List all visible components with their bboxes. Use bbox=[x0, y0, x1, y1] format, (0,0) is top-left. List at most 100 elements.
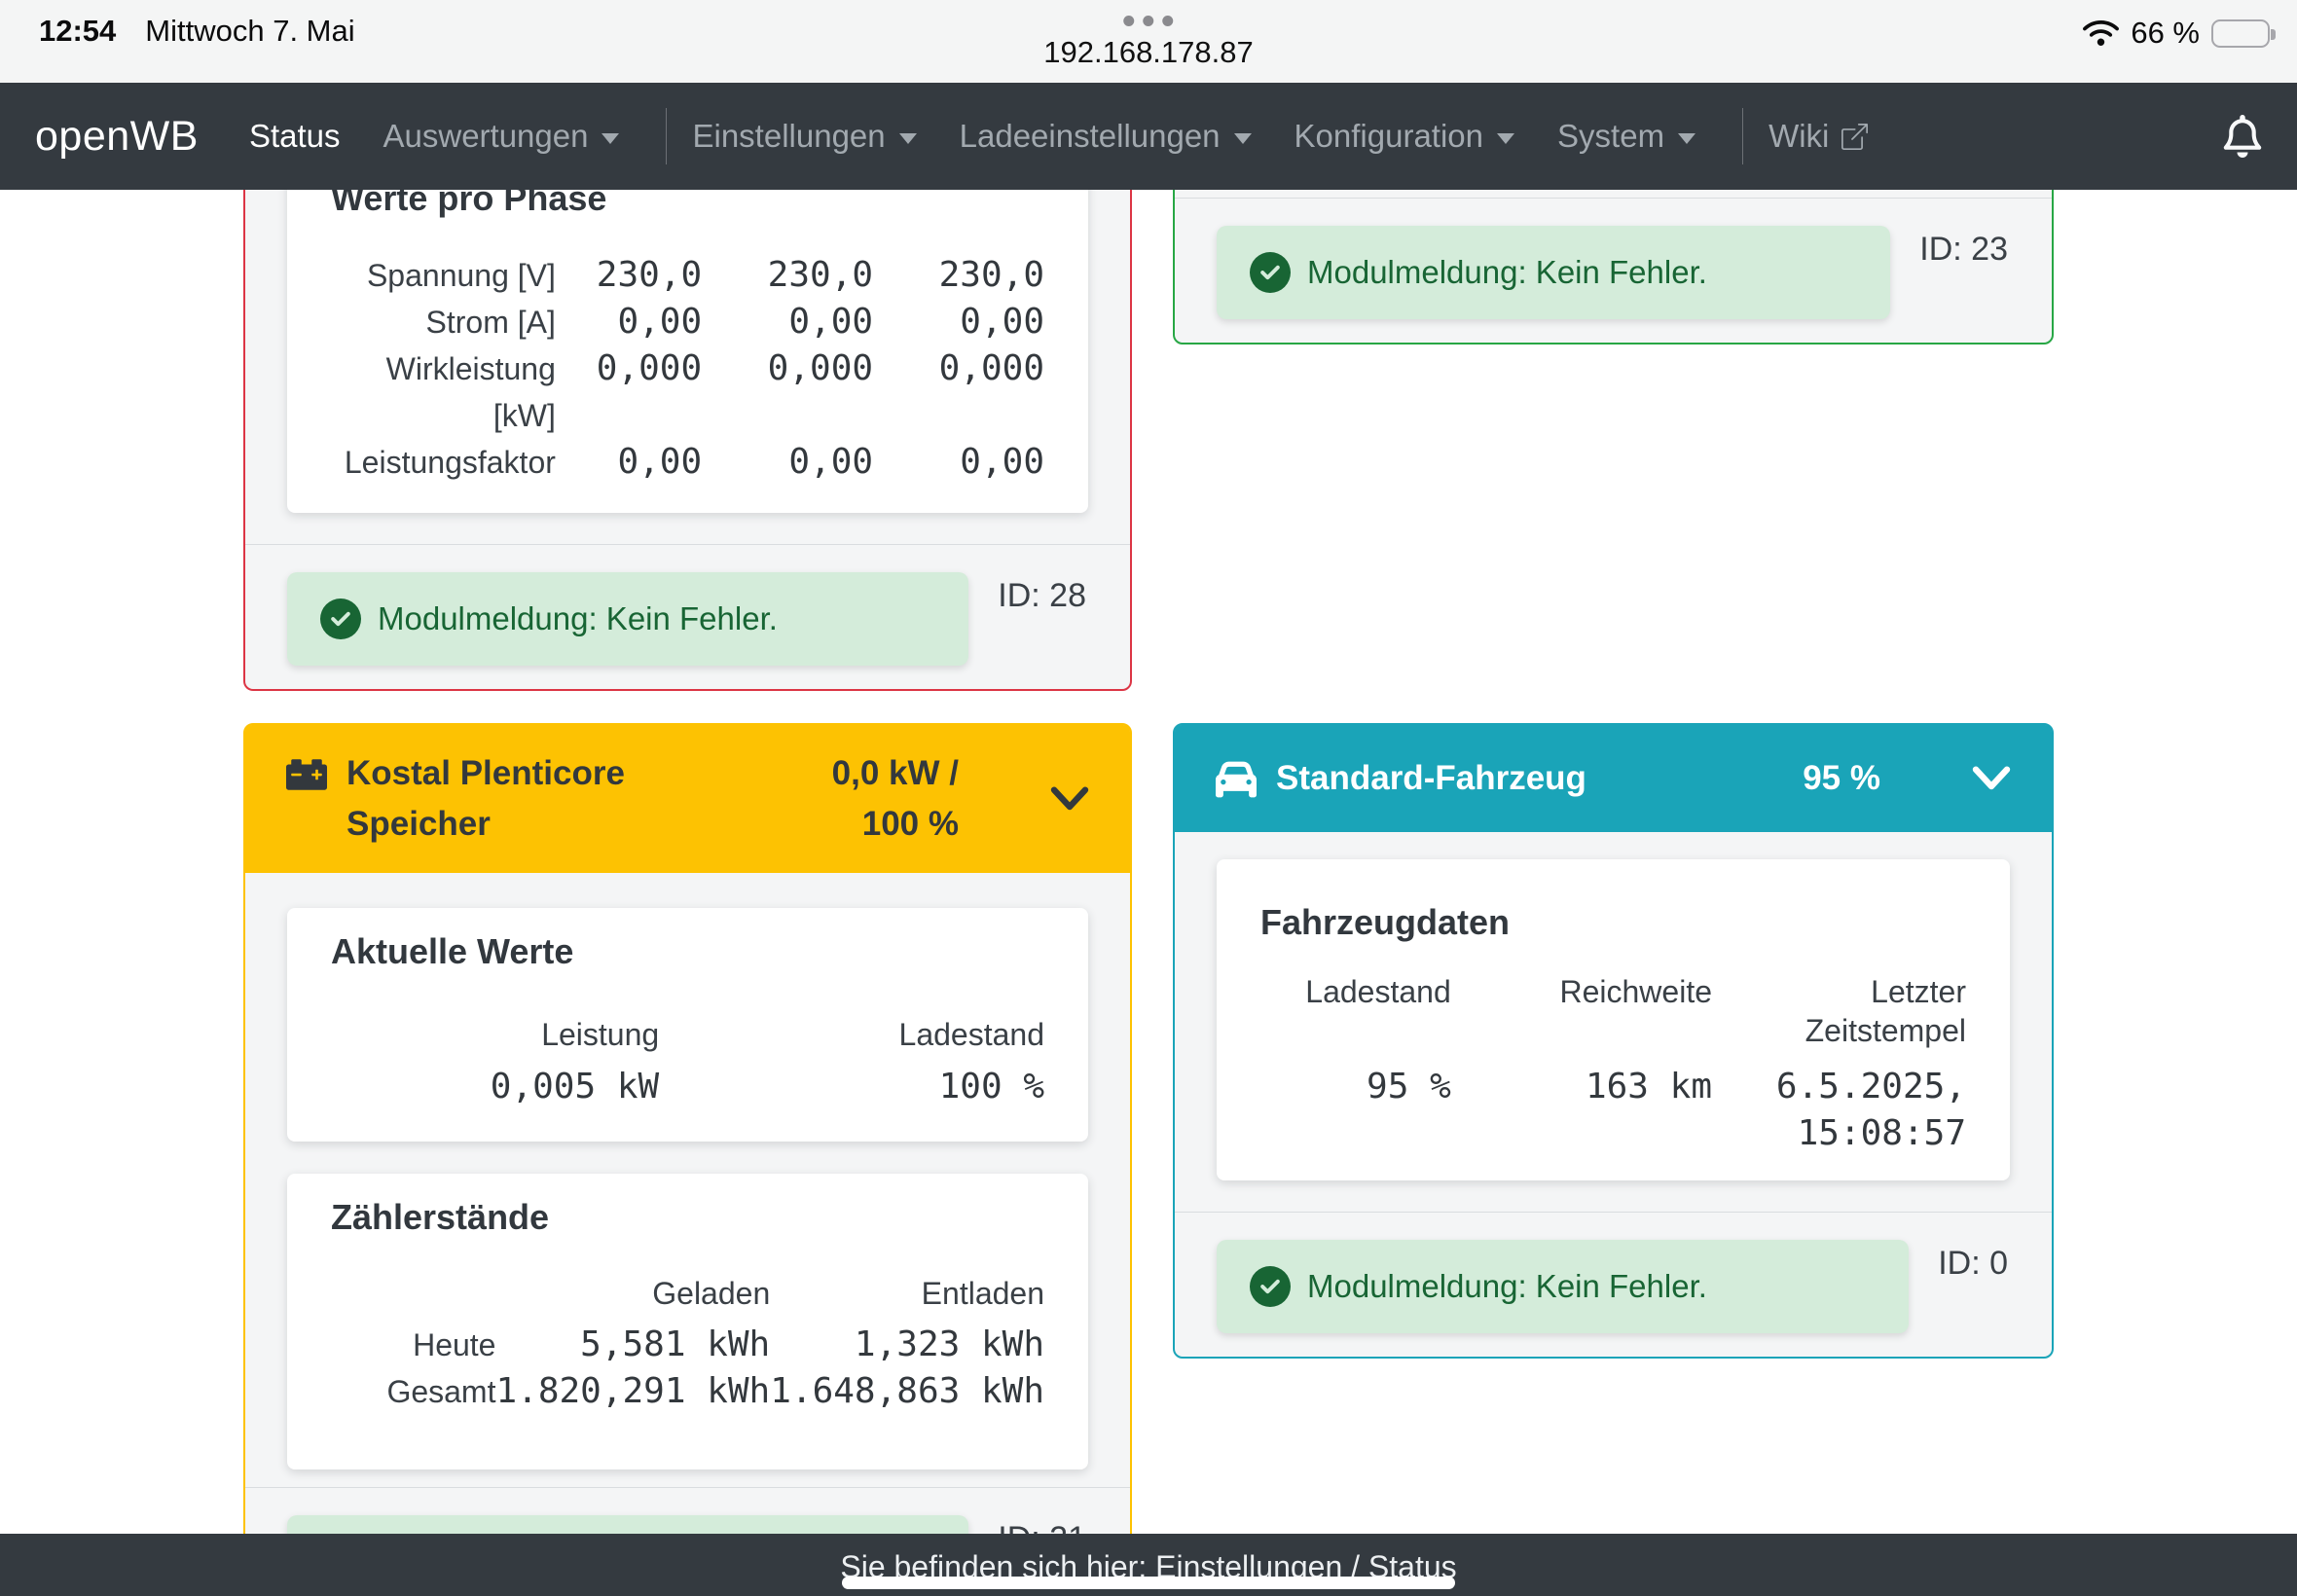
module-id: ID: 21 bbox=[998, 1517, 1086, 1534]
battery-percent: 66 % bbox=[2131, 16, 2200, 50]
page-content: Werte pro Phase Spannung [V] 230,0 230,0… bbox=[0, 190, 2297, 1534]
phase2-value: 0,00 bbox=[788, 302, 874, 342]
caret-down-icon bbox=[602, 132, 620, 144]
charged-value: 5,581 kWh bbox=[580, 1324, 771, 1364]
module-message-text: Modulmeldung: Kein Fehler. bbox=[378, 600, 778, 636]
table-row: Geladen Entladen bbox=[331, 1273, 1044, 1322]
phase3-value: 0,00 bbox=[960, 302, 1044, 342]
caret-down-icon bbox=[1497, 132, 1515, 144]
nav-item-system[interactable]: System bbox=[1557, 118, 1696, 155]
vehicle-card-title: Standard-Fahrzeug bbox=[1276, 759, 1586, 797]
nav-item-wiki[interactable]: Wiki bbox=[1768, 118, 1869, 155]
date: Mittwoch 7. Mai bbox=[145, 14, 355, 48]
brand-logo[interactable]: openWB bbox=[35, 112, 199, 160]
nav-divider bbox=[666, 108, 668, 164]
car-icon bbox=[1214, 759, 1258, 800]
soc-value: 95 % bbox=[1367, 1067, 1451, 1106]
phase3-value: 230,0 bbox=[938, 255, 1044, 295]
vehicle-soc-value: 95 % bbox=[1803, 759, 1880, 797]
nav-item-auswertungen[interactable]: Auswertungen bbox=[383, 118, 620, 155]
discharged-value: 1,323 kWh bbox=[854, 1324, 1044, 1364]
check-circle-icon bbox=[1250, 1266, 1307, 1307]
storage-card-footer: Modulmeldung: Kein Fehler. ID: 21 bbox=[245, 1487, 1130, 1534]
nav-divider bbox=[1742, 108, 1744, 164]
vehicle-data-subcard: Fahrzeugdaten Ladestand Reichweite Letzt… bbox=[1217, 859, 2010, 1180]
column-label: Geladen bbox=[652, 1276, 771, 1311]
url-field[interactable]: 192.168.178.87 bbox=[1043, 35, 1254, 69]
row-label: Wirkleistung [kW] bbox=[385, 351, 556, 433]
table-row: 95 % 163 km 6.5.2025, 15:08:57 bbox=[1260, 1050, 1966, 1157]
table-row: Wirkleistung [kW] 0,000 0,000 0,000 bbox=[331, 345, 1044, 439]
storage-card-title-group: Kostal Plenticore Speicher bbox=[284, 748, 788, 850]
table-row: Leistung Ladestand bbox=[331, 1011, 1044, 1058]
storage-card-body: Aktuelle Werte Leistung Ladestand 0,005 … bbox=[245, 873, 1130, 1487]
table-row: Ladestand Reichweite Letzter Zeitstempel bbox=[1260, 972, 1966, 1050]
browser-address-area[interactable]: 192.168.178.87 bbox=[1043, 10, 1254, 70]
main-navbar: openWB Status Auswertungen Einstellungen… bbox=[0, 83, 2297, 190]
notifications-button[interactable] bbox=[2223, 115, 2262, 158]
storage-card: Kostal Plenticore Speicher 0,0 kW / 100 … bbox=[243, 723, 1132, 1534]
storage-card-header[interactable]: Kostal Plenticore Speicher 0,0 kW / 100 … bbox=[245, 725, 1130, 873]
external-link-icon bbox=[1841, 123, 1869, 150]
storage-card-title: Kostal Plenticore Speicher bbox=[346, 754, 625, 843]
vehicle-card-header[interactable]: Standard-Fahrzeug 95 % bbox=[1175, 725, 2052, 832]
range-value: 163 km bbox=[1585, 1067, 1712, 1106]
row-label: Strom [A] bbox=[425, 305, 556, 340]
check-circle-icon bbox=[1250, 252, 1307, 293]
column-label: Reichweite bbox=[1559, 974, 1712, 1009]
row-label: Spannung [V] bbox=[366, 258, 556, 293]
counter-card-body bbox=[1175, 190, 2052, 198]
chevron-down-icon[interactable] bbox=[1048, 783, 1091, 815]
timestamp-value: 6.5.2025, 15:08:57 bbox=[1775, 1067, 1966, 1153]
phase1-value: 230,0 bbox=[596, 255, 703, 295]
phase1-value: 0,000 bbox=[596, 348, 703, 388]
chevron-down-icon[interactable] bbox=[1970, 763, 2013, 794]
row-label: Heute bbox=[413, 1327, 496, 1362]
caret-down-icon bbox=[1233, 132, 1252, 144]
ellipsis-icon[interactable] bbox=[1123, 14, 1174, 27]
meter-readings-subcard: Zählerstände Geladen Entladen Heute 5,58… bbox=[287, 1174, 1088, 1469]
section-title: Werte pro Phase bbox=[331, 190, 607, 218]
status-bar-left: 12:54 Mittwoch 7. Mai bbox=[39, 14, 355, 49]
row-label: Gesamt bbox=[386, 1374, 496, 1409]
vehicle-card-body: Fahrzeugdaten Ladestand Reichweite Letzt… bbox=[1175, 832, 2052, 1212]
clock: 12:54 bbox=[39, 14, 117, 48]
vehicle-card-footer: Modulmeldung: Kein Fehler. ID: 0 bbox=[1175, 1212, 2052, 1357]
soc-value: 100 % bbox=[938, 1067, 1044, 1106]
module-message-alert: Modulmeldung: Kein Fehler. bbox=[287, 1515, 969, 1534]
vehicle-card-title-group: Standard-Fahrzeug bbox=[1214, 753, 1710, 804]
module-id: ID: 23 bbox=[1919, 231, 2008, 268]
column-label: Ladestand bbox=[898, 1017, 1044, 1052]
phase1-value: 0,00 bbox=[617, 442, 703, 482]
phase-card-footer: Modulmeldung: Kein Fehler. ID: 28 bbox=[245, 544, 1130, 689]
column-label: Letzter Zeitstempel bbox=[1805, 974, 1966, 1048]
table-row: 0,005 kW 100 % bbox=[331, 1058, 1044, 1110]
column-label: Entladen bbox=[921, 1276, 1044, 1311]
row-label: Leistungsfaktor bbox=[344, 445, 556, 480]
power-value: 0,005 kW bbox=[490, 1067, 660, 1106]
nav-item-status[interactable]: Status bbox=[248, 118, 341, 154]
table-row: Heute 5,581 kWh 1,323 kWh bbox=[331, 1322, 1044, 1368]
nav-item-konfiguration[interactable]: Konfiguration bbox=[1294, 118, 1515, 155]
table-row: Gesamt 1.820,291 kWh 1.648,863 kWh bbox=[331, 1368, 1044, 1415]
home-indicator[interactable] bbox=[842, 1577, 1455, 1589]
storage-status-value: 0,0 kW / 100 % bbox=[831, 754, 959, 843]
right-column: Modulmeldung: Kein Fehler. ID: 23 Standa… bbox=[1173, 190, 2054, 1534]
module-message-text: Modulmeldung: Kein Fehler. bbox=[1307, 254, 1707, 290]
section-title: Fahrzeugdaten bbox=[1260, 902, 1511, 942]
left-column: Werte pro Phase Spannung [V] 230,0 230,0… bbox=[243, 190, 1132, 1534]
phase-values-card: Werte pro Phase Spannung [V] 230,0 230,0… bbox=[243, 190, 1132, 691]
column-label: Ladestand bbox=[1305, 974, 1451, 1009]
phase2-value: 0,00 bbox=[788, 442, 874, 482]
phase-card-body: Werte pro Phase Spannung [V] 230,0 230,0… bbox=[245, 190, 1130, 544]
meter-readings-table: Geladen Entladen Heute 5,581 kWh 1,323 k… bbox=[331, 1273, 1044, 1415]
nav-item-einstellungen[interactable]: Einstellungen bbox=[692, 118, 917, 155]
current-values-table: Leistung Ladestand 0,005 kW 100 % bbox=[331, 1011, 1044, 1110]
nav-item-ladeeinstellungen[interactable]: Ladeeinstellungen bbox=[960, 118, 1252, 155]
section-title: Aktuelle Werte bbox=[331, 931, 574, 971]
table-row: Leistungsfaktor 0,00 0,00 0,00 bbox=[331, 439, 1044, 486]
table-row: Strom [A] 0,00 0,00 0,00 bbox=[331, 299, 1044, 345]
phase3-value: 0,000 bbox=[938, 348, 1044, 388]
phase2-value: 0,000 bbox=[767, 348, 874, 388]
